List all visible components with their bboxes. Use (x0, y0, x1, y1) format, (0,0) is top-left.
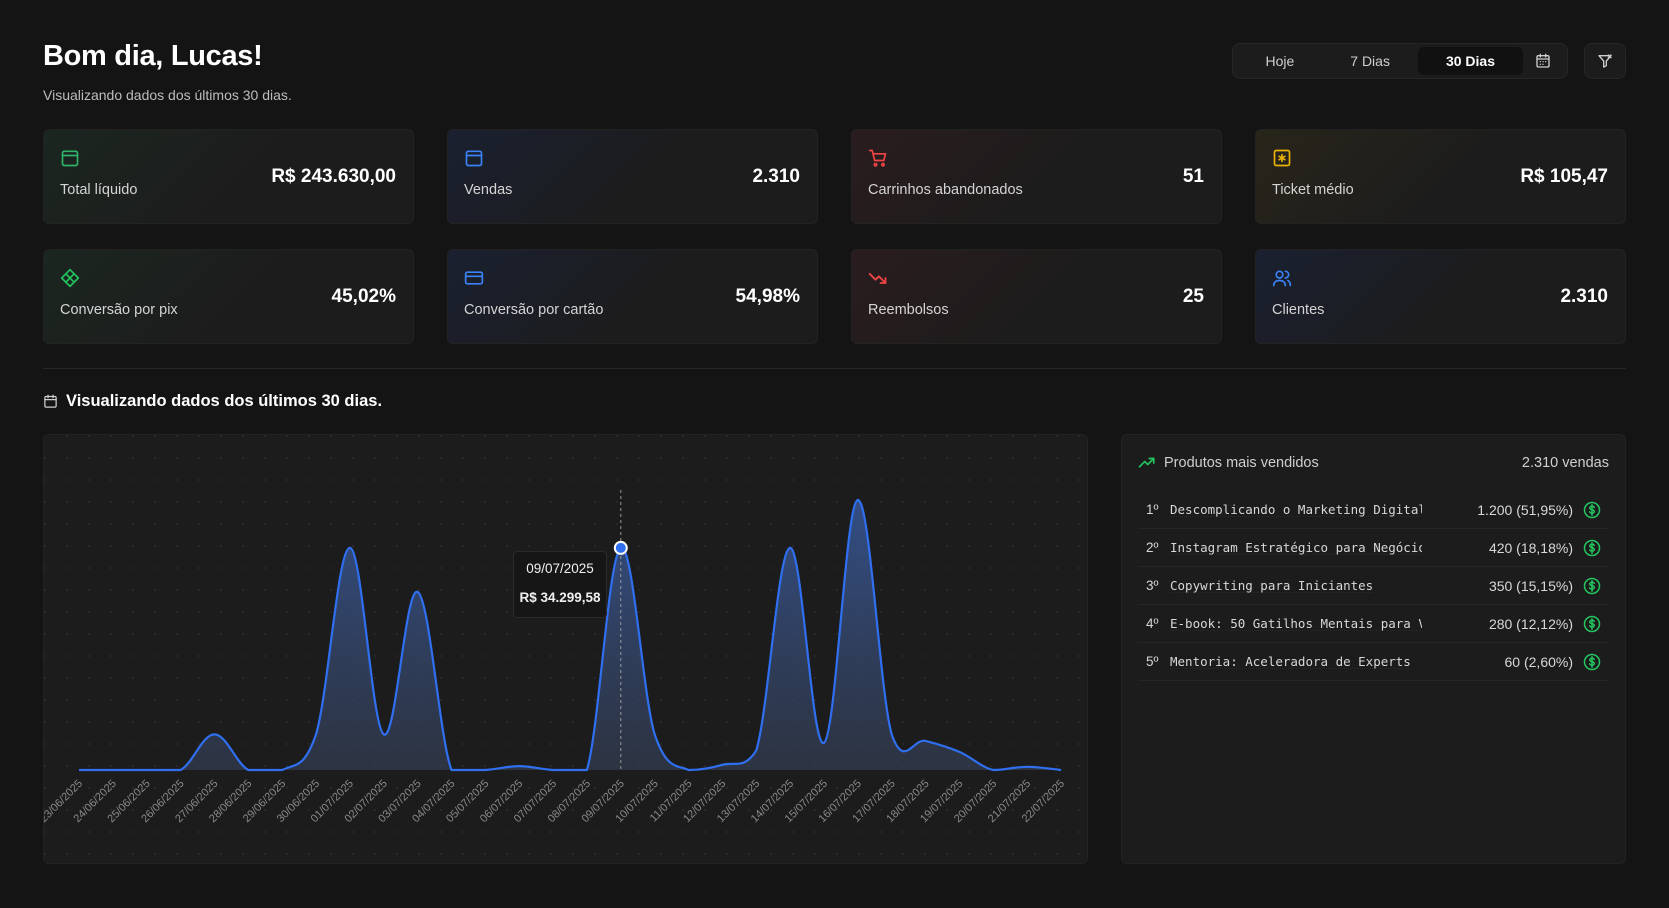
chart-section-title: Visualizando dados dos últimos 30 dias. (43, 392, 382, 411)
credit-card-icon (464, 271, 484, 285)
pix-icon (60, 268, 80, 288)
kpi-label: Total líquido (60, 182, 138, 198)
calendar-icon (44, 394, 57, 408)
greeting-subtitle: Visualizando dados dos últimos 30 dias. (43, 87, 292, 103)
kpi-card-total-liquido: Total líquido R$ 243.630,00 (43, 129, 414, 224)
filter-button[interactable] (1584, 43, 1626, 79)
dollar-coin-icon (1583, 577, 1601, 594)
trending-down-icon (868, 272, 887, 284)
dashboard: Bom dia, Lucas! Visualizando dados dos ú… (43, 40, 1626, 864)
kpi-label: Reembolsos (868, 302, 949, 318)
product-rank: 3º (1146, 578, 1159, 593)
product-sales-count: 280 (12,12%) (1488, 615, 1573, 632)
product-row[interactable]: 3º Copywriting para Iniciantes 350 (15,1… (1138, 567, 1609, 605)
kpi-card-conversao-cartao: Conversão por cartão 54,98% (447, 249, 818, 344)
users-icon (1272, 270, 1292, 287)
kpi-label: Conversão por cartão (464, 302, 604, 318)
top-products-title-group: Produtos mais vendidos (1138, 454, 1319, 472)
product-name-link[interactable]: Descomplicando o Marketing Digital (1170, 502, 1422, 517)
wallet-icon (61, 150, 79, 167)
kpi-value: R$ 105,47 (1520, 166, 1608, 187)
product-name-link[interactable]: Instagram Estratégico para Negócios (1170, 540, 1422, 555)
section-divider (43, 368, 1626, 369)
kpi-label: Carrinhos abandonados (868, 182, 1023, 198)
kpi-label: Vendas (464, 182, 513, 198)
kpi-card-carrinhos-abandonados: Carrinhos abandonados 51 (851, 129, 1222, 224)
product-name-link[interactable]: E-book: 50 Gatilhos Mentais para Vendas (1170, 616, 1422, 631)
chart-tooltip: 09/07/2025 R$ 34.299,58 (513, 551, 607, 618)
kpi-value: 51 (1182, 166, 1204, 187)
product-rank: 5º (1146, 654, 1159, 669)
period-30-days-button[interactable]: 30 Dias (1417, 47, 1523, 75)
top-products-total: 2.310 vendas (1521, 455, 1609, 471)
product-row[interactable]: 4º E-book: 50 Gatilhos Mentais para Vend… (1138, 605, 1609, 643)
sales-chart[interactable]: 23/06/2025 24/06/2025 25/06/2025 26/06/2025… (43, 434, 1088, 864)
greeting-title: Bom dia, Lucas! (43, 40, 263, 72)
product-name-link[interactable]: Copywriting para Iniciantes (1170, 578, 1374, 593)
ticket-icon (1273, 149, 1291, 167)
filter-icon (1598, 54, 1612, 68)
kpi-cards: Total líquido R$ 243.630,00 Vendas 2.310… (43, 129, 1626, 344)
sales-chart-svg: 23/06/202524/06/202525/06/202526/06/2025… (44, 490, 1067, 825)
dollar-coin-icon (1583, 501, 1601, 518)
kpi-card-conversao-pix: Conversão por pix 45,02% (43, 249, 414, 344)
kpi-value: R$ 243.630,00 (271, 166, 396, 187)
period-today-button[interactable]: Hoje (1265, 53, 1295, 69)
wallet-icon (465, 150, 483, 167)
period-selector: Hoje 7 Dias 30 Dias (1232, 43, 1568, 79)
kpi-value: 45,02% (331, 286, 396, 307)
kpi-label: Conversão por pix (60, 302, 178, 318)
product-sales-count: 350 (15,15%) (1488, 577, 1573, 594)
product-rank: 2º (1146, 540, 1159, 555)
product-sales-count: 60 (2,60%) (1504, 653, 1573, 670)
product-name-link[interactable]: Mentoria: Aceleradora de Experts (1170, 654, 1411, 669)
header: Bom dia, Lucas! Visualizando dados dos ú… (43, 40, 1626, 110)
kpi-value: 54,98% (735, 286, 800, 307)
kpi-card-reembolsos: Reembolsos 25 (851, 249, 1222, 344)
series-line (79, 498, 1062, 772)
product-sales-count: 420 (18,18%) (1488, 539, 1573, 556)
tooltip-date: 09/07/2025 (526, 561, 594, 576)
tooltip-value: R$ 34.299,58 (519, 590, 601, 605)
product-row[interactable]: 1º Descomplicando o Marketing Digital 1.… (1138, 491, 1609, 529)
dollar-coin-icon (1583, 653, 1601, 670)
kpi-label: Ticket médio (1272, 182, 1354, 198)
dollar-coin-icon (1583, 615, 1601, 632)
top-products-header: Produtos mais vendidos 2.310 vendas (1138, 435, 1609, 491)
calendar-button[interactable] (1523, 47, 1563, 75)
calendar-icon (1536, 53, 1550, 68)
kpi-value: 2.310 (752, 166, 800, 187)
top-products-list: 1º Descomplicando o Marketing Digital 1.… (1138, 491, 1609, 681)
top-products-panel: Produtos mais vendidos 2.310 vendas 1º D… (1121, 434, 1626, 864)
kpi-value: 25 (1182, 286, 1204, 307)
kpi-card-ticket-medio: Ticket médio R$ 105,47 (1255, 129, 1626, 224)
product-sales-count: 1.200 (51,95%) (1477, 501, 1573, 518)
period-7-days-button[interactable]: 7 Dias (1350, 53, 1390, 69)
kpi-card-vendas: Vendas 2.310 (447, 129, 818, 224)
product-row[interactable]: 5º Mentoria: Aceleradora de Experts 60 (… (1138, 643, 1609, 681)
section-title-text: Visualizando dados dos últimos 30 dias. (66, 392, 383, 410)
product-rank: 1º (1146, 502, 1159, 517)
product-rank: 4º (1146, 616, 1159, 631)
product-row[interactable]: 2º Instagram Estratégico para Negócios 4… (1138, 529, 1609, 567)
trending-up-icon (1138, 457, 1155, 468)
dollar-coin-icon (1583, 539, 1601, 556)
top-products-title: Produtos mais vendidos (1164, 455, 1319, 471)
highlighted-point[interactable] (613, 540, 628, 555)
kpi-card-clientes: Clientes 2.310 (1255, 249, 1626, 344)
kpi-label: Clientes (1272, 302, 1325, 318)
kpi-value: 2.310 (1560, 286, 1608, 307)
series-area (79, 499, 1061, 770)
cart-icon (868, 149, 887, 167)
